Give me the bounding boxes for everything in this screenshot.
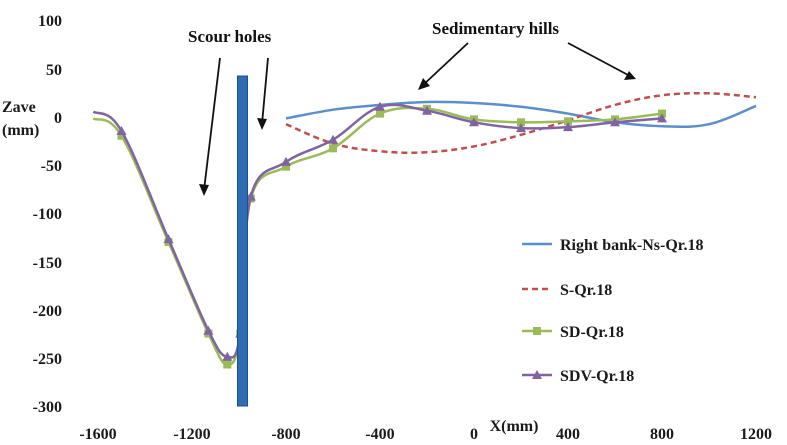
x-tick-label: -800 [271, 426, 300, 443]
x-tick-label: 800 [650, 426, 674, 443]
annotation-sedimentary-hills: Sedimentary hills [432, 19, 559, 38]
data-point [375, 101, 385, 111]
pier-layer [237, 75, 248, 407]
legend-marker-triangle [532, 370, 542, 379]
legend-item: Right bank-Ns-Qr.18 [522, 237, 703, 254]
x-tick-label: 400 [556, 426, 580, 443]
legend-label: SDV-Qr.18 [560, 368, 634, 385]
legend-label: SD-Qr.18 [560, 324, 624, 341]
data-point [376, 109, 384, 118]
y-tick-label: -100 [33, 206, 62, 223]
arrow-head [418, 78, 430, 90]
data-point [222, 351, 233, 361]
arrow-head [624, 71, 636, 80]
x-tick-label: -1200 [173, 426, 210, 443]
x-tick-label: 1200 [740, 426, 772, 443]
x-tick-label: -400 [365, 426, 394, 443]
legend-marker-square [533, 327, 541, 335]
y-tick-label: -50 [41, 158, 62, 175]
data-point [469, 117, 479, 127]
series-line [285, 100, 757, 128]
data-point [117, 131, 126, 140]
data-point [281, 156, 291, 166]
arrow-scour-holes-2 [261, 57, 269, 125]
y-tick-label: -150 [33, 255, 62, 272]
series-layer [92, 91, 757, 369]
arrow-head [257, 118, 267, 130]
data-point [328, 134, 338, 144]
x-tick-label: 0 [470, 426, 478, 443]
y-tick-label: 0 [54, 110, 62, 127]
y-axis-label-line2: (mm) [2, 122, 39, 139]
data-point [329, 144, 337, 153]
arrow-head [199, 184, 209, 196]
series-2 [285, 91, 757, 154]
annotations: Scour holes Sedimentary hills [188, 19, 636, 196]
data-point [245, 191, 256, 201]
legend: Right bank-Ns-Qr.18 S-Qr.18 SD-Qr.18 SDV… [522, 237, 703, 385]
x-tick-labels: -1600 -1200 -800 -400 0 400 800 1200 [79, 426, 772, 443]
y-tick-label: -300 [33, 399, 62, 416]
data-point [564, 117, 572, 126]
arrow-sedimentary-hills-1 [421, 42, 469, 87]
legend-item: SDV-Qr.18 [522, 368, 634, 385]
series-4 [92, 101, 667, 361]
y-tick-labels: 100 50 0 -50 -100 -150 -200 -250 -300 [33, 13, 62, 416]
y-tick-label: -250 [33, 351, 62, 368]
legend-label: Right bank-Ns-Qr.18 [560, 237, 703, 254]
data-point [657, 113, 667, 123]
legend-label: S-Qr.18 [560, 282, 612, 299]
data-point [203, 325, 214, 335]
data-point [163, 234, 174, 244]
legend-item: SD-Qr.18 [522, 324, 624, 341]
data-point [282, 162, 290, 171]
y-tick-label: 50 [46, 62, 62, 79]
series-1 [285, 100, 757, 128]
data-point [563, 122, 573, 132]
annotation-scour-holes: Scour holes [188, 27, 272, 46]
arrow-scour-holes-1 [203, 57, 221, 191]
data-point [516, 123, 526, 133]
data-point [223, 360, 232, 369]
series-line [92, 103, 663, 359]
data-point [422, 105, 432, 115]
series-line [285, 91, 757, 154]
arrow-sedimentary-hills-2 [567, 42, 631, 77]
legend-item: S-Qr.18 [522, 282, 612, 299]
data-point [116, 126, 127, 135]
y-tick-label: 100 [38, 13, 62, 30]
y-tick-label: -200 [33, 303, 62, 320]
pier-bar [237, 75, 248, 407]
data-point [517, 118, 525, 127]
y-axis-label-line1: Zave [2, 99, 36, 116]
x-axis-label: X(mm) [490, 418, 539, 435]
data-point [610, 117, 620, 127]
x-tick-label: -1600 [79, 426, 116, 443]
